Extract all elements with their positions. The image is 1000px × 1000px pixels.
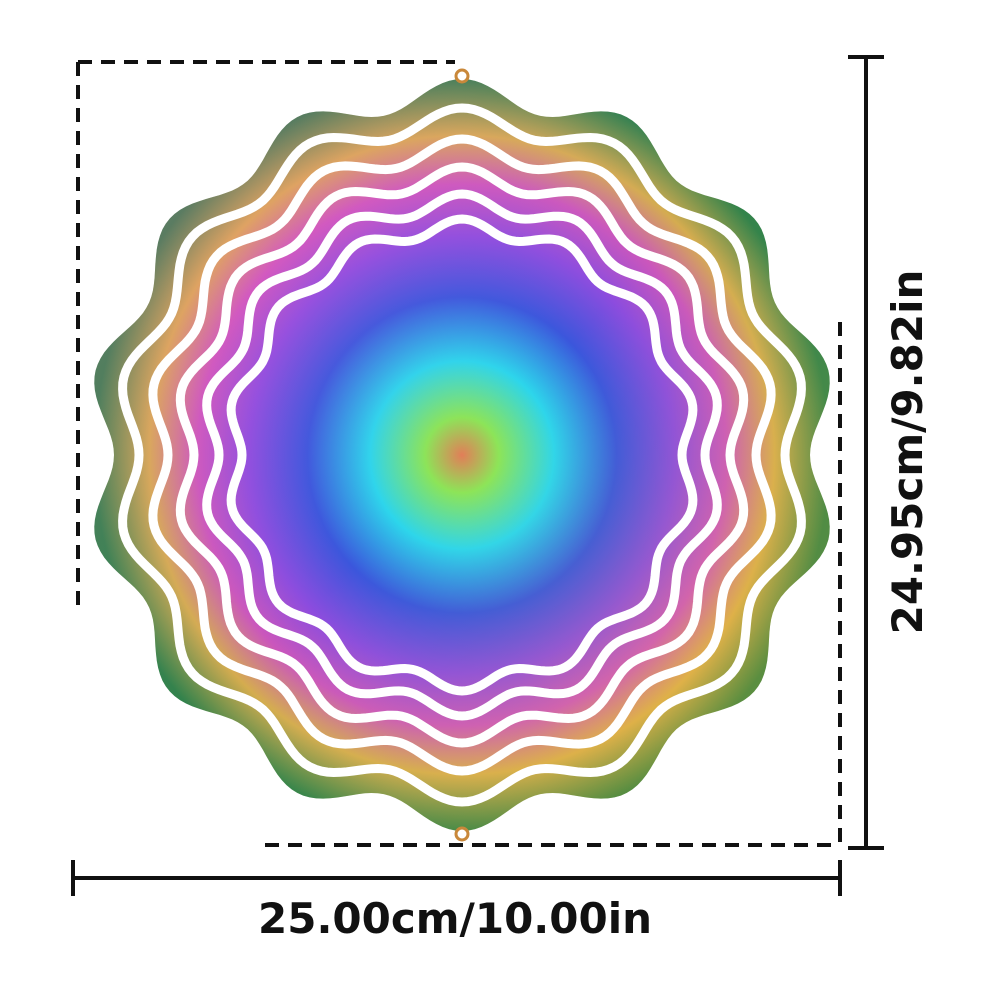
width-label: 25.00cm/10.00in [258,894,652,943]
dashed-guide-bottom-right [265,322,842,847]
spinner-sheen [94,79,830,831]
hanging-hole [454,826,470,842]
dimension-lines [71,55,884,896]
spinner-ring [226,214,698,696]
dashed-guide-top-left [76,60,455,605]
height-label: 24.95cm/9.82in [883,270,932,635]
spinner-ring [148,134,776,776]
hanging-hole [454,68,470,84]
spinner-ring [118,103,806,807]
wind-spinner [94,68,830,842]
spinner-ring [175,162,749,748]
spinner-ring [202,189,722,721]
dashed-guides [76,60,842,847]
